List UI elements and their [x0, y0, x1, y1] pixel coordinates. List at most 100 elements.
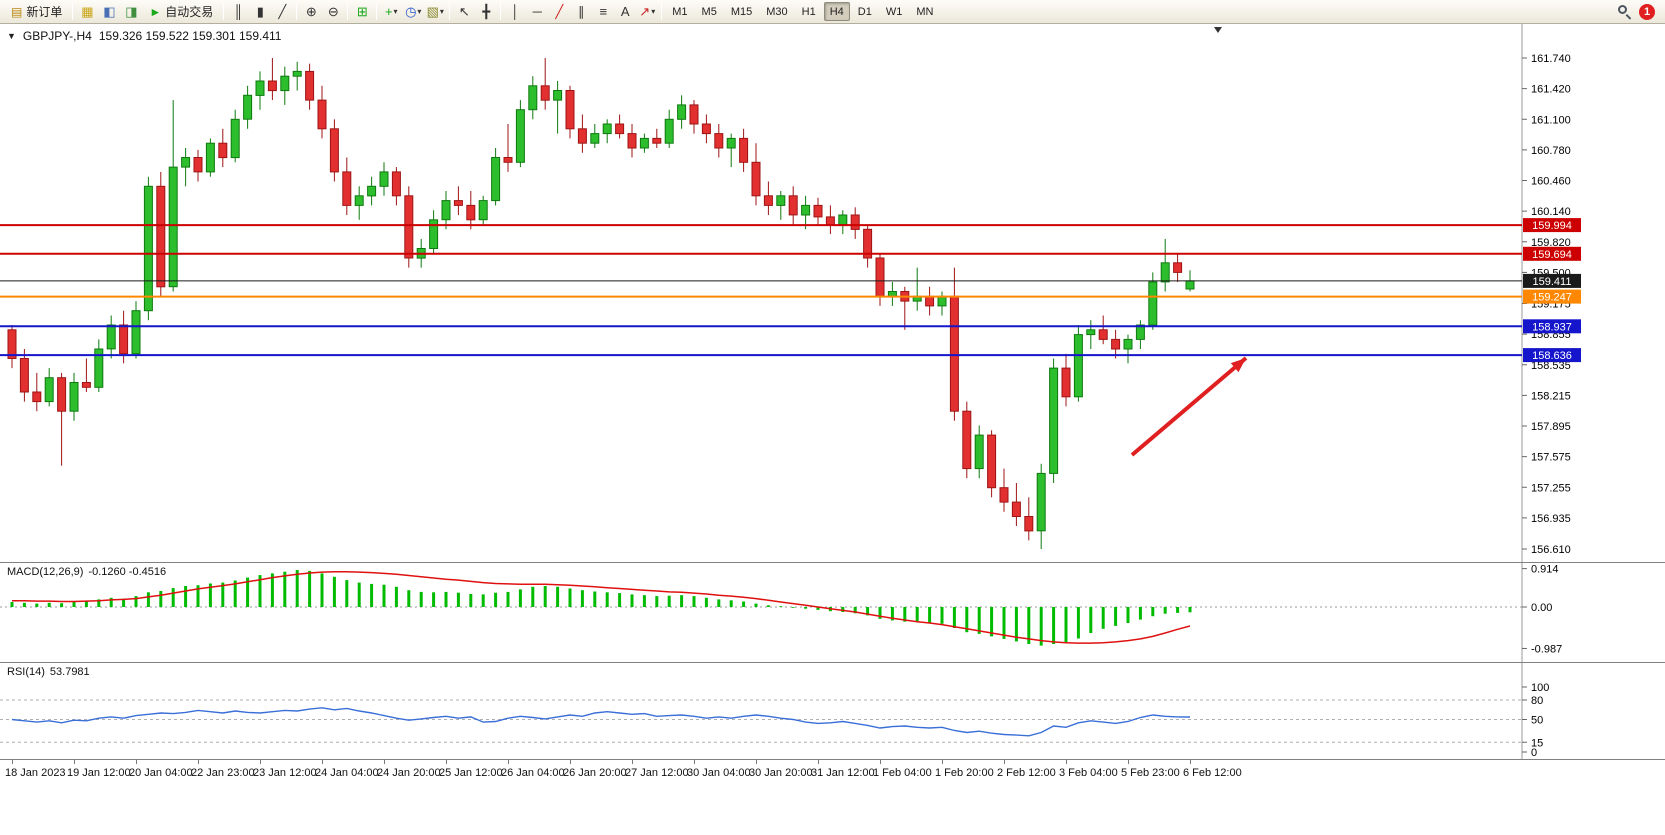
charts-profile-icon[interactable]: ▦ — [76, 2, 98, 22]
rsi-value: 53.7981 — [49, 666, 90, 678]
macd-panel[interactable]: MACD(12,26,9) -0.1260 -0.4516 0.914 0.00 -0… — [0, 562, 1665, 662]
price-chart-canvas[interactable]: 161.740 161.420 161.100 160.780 160.460 160.1… — [0, 24, 1665, 562]
horizontal-line-icon: ─ — [532, 4, 542, 19]
trend-arrow[interactable] — [1130, 356, 1248, 457]
tile-windows-icon[interactable]: ⊞ — [351, 2, 373, 22]
vertical-line-icon[interactable]: │ — [504, 2, 526, 22]
candle — [391, 167, 401, 206]
time-axis-tick — [632, 760, 633, 764]
rsi-panel[interactable]: RSI(14) 53.7981 100 80 50 15 0 — [0, 662, 1665, 759]
time-axis-label: 27 Jan 12:00 — [625, 767, 689, 779]
price-axis-label: 156.935 — [1531, 513, 1571, 525]
search-icon[interactable] — [1616, 3, 1633, 20]
market-watch-icon: ◧ — [103, 4, 116, 19]
candle — [19, 349, 29, 402]
candle — [44, 368, 54, 407]
timeframe-d1-button[interactable]: D1 — [857, 5, 872, 18]
time-axis-tick — [198, 760, 199, 764]
price-axis-label: 157.895 — [1531, 421, 1571, 433]
macd-label: MACD(12,26,9) -0.1260 -0.4516 — [7, 566, 166, 578]
candle — [329, 119, 339, 182]
chart-shift-marker[interactable] — [1214, 27, 1222, 33]
price-tag-label: 159.694 — [1532, 249, 1572, 261]
rsi-line — [11, 707, 1191, 737]
fibonacci-icon: ≡ — [599, 4, 608, 19]
navigator-icon[interactable]: ◨ — [120, 2, 142, 22]
chart-area[interactable]: ▼ GBPJPY-,H4 159.326 159.522 159.301 159… — [0, 24, 1665, 562]
macd-values: -0.1260 -0.4516 — [88, 566, 167, 578]
periods-icon[interactable]: ◷ ▾ — [402, 2, 424, 22]
candle — [813, 197, 823, 225]
dropdown-arrow-icon[interactable]: ▾ — [417, 7, 422, 16]
time-axis-label: 2 Feb 12:00 — [997, 767, 1056, 779]
candle — [317, 85, 327, 139]
candle — [243, 85, 253, 129]
price-tag — [1523, 348, 1581, 363]
trendline-icon[interactable]: ╱ — [548, 2, 570, 22]
line-chart-icon[interactable]: ╱ — [271, 2, 293, 22]
candle — [875, 253, 885, 306]
time-axis-tick — [136, 760, 137, 764]
dropdown-arrow-icon[interactable]: ▾ — [393, 7, 398, 16]
chart-title: ▼ GBPJPY-,H4 159.326 159.522 159.301 159… — [7, 29, 281, 43]
vertical-line-icon: │ — [511, 4, 520, 19]
indicators-icon[interactable]: + ▾ — [380, 2, 402, 22]
candle — [1111, 329, 1121, 359]
dropdown-arrow-icon[interactable]: ▾ — [651, 7, 656, 16]
candle — [701, 114, 711, 144]
toolbar: ▤ 新订单 ▦ ◧ ◨ ► 自动交易 ║ ▮ ╱ ⊕ ⊖ ⊞ + ▾ ◷ ▾ ▧ ▾ ↖ ╋ │ ─ ╱ ∥ ≡ A ↗ ▾ M1 M5 M1… — [0, 0, 1665, 24]
timeframe-m15-button[interactable]: M15 — [730, 5, 753, 18]
timeframe-m30-button[interactable]: M30 — [766, 5, 788, 18]
macd-canvas[interactable]: 0.914 0.00 -0.987 — [0, 563, 1665, 662]
new-order-button[interactable]: ▤ 新订单 — [4, 2, 69, 22]
timeframe-h1-button[interactable]: H1 — [801, 5, 816, 18]
candle — [949, 267, 959, 421]
macd-axis-label: -0.987 — [1531, 644, 1562, 656]
candle — [987, 430, 997, 498]
time-axis-tick — [694, 760, 695, 764]
candle — [181, 148, 191, 187]
arrows-icon[interactable]: ↗ ▾ — [636, 2, 658, 22]
price-axis-label: 161.740 — [1531, 53, 1571, 65]
timeframe-w1-button[interactable]: W1 — [885, 5, 903, 18]
notification-badge[interactable]: 1 — [1639, 3, 1655, 20]
market-watch-icon[interactable]: ◧ — [98, 2, 120, 22]
rsi-axis-label: 80 — [1531, 695, 1543, 707]
candle — [32, 372, 42, 412]
zoom-in-icon: ⊕ — [305, 4, 317, 19]
candle — [168, 100, 178, 292]
candle — [1024, 497, 1034, 541]
auto-trading-button[interactable]: ► 自动交易 — [142, 2, 220, 22]
bar-chart-icon[interactable]: ║ — [227, 2, 249, 22]
fibonacci-icon[interactable]: ≡ — [592, 2, 614, 22]
time-axis-label: 30 Jan 04:00 — [687, 767, 751, 779]
time-axis[interactable]: 18 Jan 2023 19 Jan 12:00 20 Jan 04:00 22 Ja… — [0, 759, 1665, 835]
time-axis-label: 6 Feb 12:00 — [1183, 767, 1242, 779]
candle — [887, 282, 897, 306]
candle — [801, 195, 811, 230]
price-axis-label: 159.820 — [1531, 237, 1571, 249]
timeframe-mn-button[interactable]: MN — [916, 5, 934, 18]
zoom-out-icon[interactable]: ⊖ — [322, 2, 344, 22]
text-icon[interactable]: A — [614, 2, 636, 22]
dropdown-arrow-icon[interactable]: ▾ — [439, 7, 444, 16]
time-axis-tick — [756, 760, 757, 764]
timeframe-m5-button[interactable]: M5 — [701, 5, 717, 18]
channel-icon[interactable]: ∥ — [570, 2, 592, 22]
zoom-in-icon[interactable]: ⊕ — [300, 2, 322, 22]
crosshair-icon[interactable]: ╋ — [475, 2, 497, 22]
rsi-name: RSI(14) — [7, 666, 45, 678]
candle — [292, 61, 302, 91]
cursor-icon[interactable]: ↖ — [453, 2, 475, 22]
candle — [1173, 253, 1183, 282]
templates-icon[interactable]: ▧ ▾ — [424, 2, 446, 22]
candlestick-chart-icon[interactable]: ▮ — [249, 2, 271, 22]
navigator-icon: ◨ — [125, 4, 138, 19]
candle — [763, 181, 773, 215]
timeframe-m1-button[interactable]: M1 — [672, 5, 688, 18]
time-axis-label: 20 Jan 04:00 — [129, 767, 193, 779]
horizontal-line-icon[interactable]: ─ — [526, 2, 548, 22]
timeframe-h4-button[interactable]: H4 — [823, 2, 850, 21]
